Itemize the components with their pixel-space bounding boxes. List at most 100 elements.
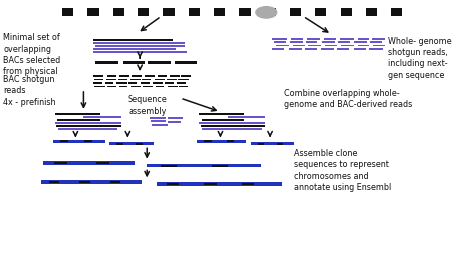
Bar	[91, 122, 121, 124]
Bar	[357, 45, 369, 46]
Bar	[174, 61, 197, 63]
Bar	[131, 86, 141, 87]
Bar	[236, 128, 262, 130]
Bar	[305, 48, 317, 50]
Bar	[277, 143, 283, 145]
Bar	[148, 61, 171, 63]
Bar	[58, 128, 100, 130]
Bar	[250, 9, 264, 16]
Bar	[202, 128, 244, 130]
Bar	[56, 125, 93, 127]
Bar	[338, 41, 350, 43]
Bar	[201, 119, 244, 121]
Bar	[178, 79, 189, 80]
Bar	[276, 9, 290, 16]
Bar	[159, 42, 185, 44]
Text: Whole- genome
shotgun reads,
including next-
gen sequence: Whole- genome shotgun reads, including n…	[388, 37, 452, 80]
Bar	[93, 125, 121, 127]
Bar	[95, 61, 118, 63]
Bar	[93, 42, 133, 44]
Bar	[168, 86, 178, 87]
Bar	[257, 143, 264, 145]
Bar	[123, 42, 167, 44]
Bar	[394, 9, 402, 16]
Bar	[110, 181, 120, 183]
Bar	[308, 45, 321, 46]
Bar	[155, 79, 165, 80]
Bar	[136, 48, 175, 50]
Bar	[168, 51, 187, 54]
Bar	[168, 117, 182, 119]
Bar	[354, 41, 367, 43]
Bar	[200, 9, 214, 16]
Bar	[55, 113, 100, 115]
Bar	[109, 142, 155, 145]
Bar	[289, 48, 302, 50]
Bar	[325, 45, 337, 46]
Bar	[151, 120, 166, 122]
Bar	[94, 79, 103, 80]
Bar	[91, 128, 118, 130]
Bar	[352, 9, 366, 16]
Bar	[166, 45, 185, 47]
Bar	[93, 75, 103, 77]
Bar	[107, 86, 116, 87]
Bar	[251, 142, 294, 145]
Bar	[62, 9, 402, 16]
Bar	[80, 181, 90, 183]
Bar	[237, 125, 265, 127]
Bar	[141, 82, 150, 84]
Bar	[116, 143, 123, 145]
Bar	[372, 38, 385, 40]
Bar	[145, 75, 155, 77]
Bar	[152, 124, 167, 126]
Bar	[199, 113, 244, 115]
Bar	[322, 41, 335, 43]
Bar	[370, 41, 382, 43]
Bar	[96, 162, 109, 164]
Bar	[53, 140, 105, 143]
Bar	[340, 38, 354, 40]
Bar	[93, 48, 145, 50]
Bar	[181, 75, 191, 77]
Bar	[157, 75, 167, 77]
Bar	[307, 38, 320, 40]
Bar	[132, 75, 142, 77]
Bar	[373, 45, 385, 46]
Bar	[149, 9, 164, 16]
Bar	[73, 9, 87, 16]
Bar	[201, 125, 237, 127]
Bar	[119, 86, 128, 87]
Bar	[153, 82, 163, 84]
Text: Minimal set of
overlapping
BACs selected
from physical: Minimal set of overlapping BACs selected…	[3, 33, 60, 76]
Bar	[105, 82, 113, 84]
Bar	[354, 48, 366, 50]
Bar	[124, 9, 138, 16]
Bar	[199, 122, 246, 124]
Bar	[292, 38, 303, 40]
Bar	[176, 82, 186, 84]
Bar	[377, 9, 391, 16]
Bar	[321, 48, 334, 50]
Bar	[273, 38, 287, 40]
Bar	[242, 183, 255, 185]
Bar	[274, 41, 286, 43]
Bar	[212, 164, 228, 167]
Bar	[204, 140, 212, 142]
Bar	[167, 79, 176, 80]
Bar	[197, 140, 246, 143]
Bar	[140, 51, 178, 54]
Bar	[93, 39, 136, 41]
Bar	[341, 45, 354, 46]
Bar	[165, 82, 173, 84]
Bar	[150, 117, 166, 119]
Bar	[276, 45, 289, 46]
Bar	[168, 121, 181, 123]
Bar	[147, 164, 261, 167]
Bar	[290, 41, 303, 43]
Bar	[306, 41, 318, 43]
Bar	[174, 9, 189, 16]
Bar	[123, 61, 146, 63]
Circle shape	[256, 7, 277, 18]
Bar	[228, 116, 265, 118]
